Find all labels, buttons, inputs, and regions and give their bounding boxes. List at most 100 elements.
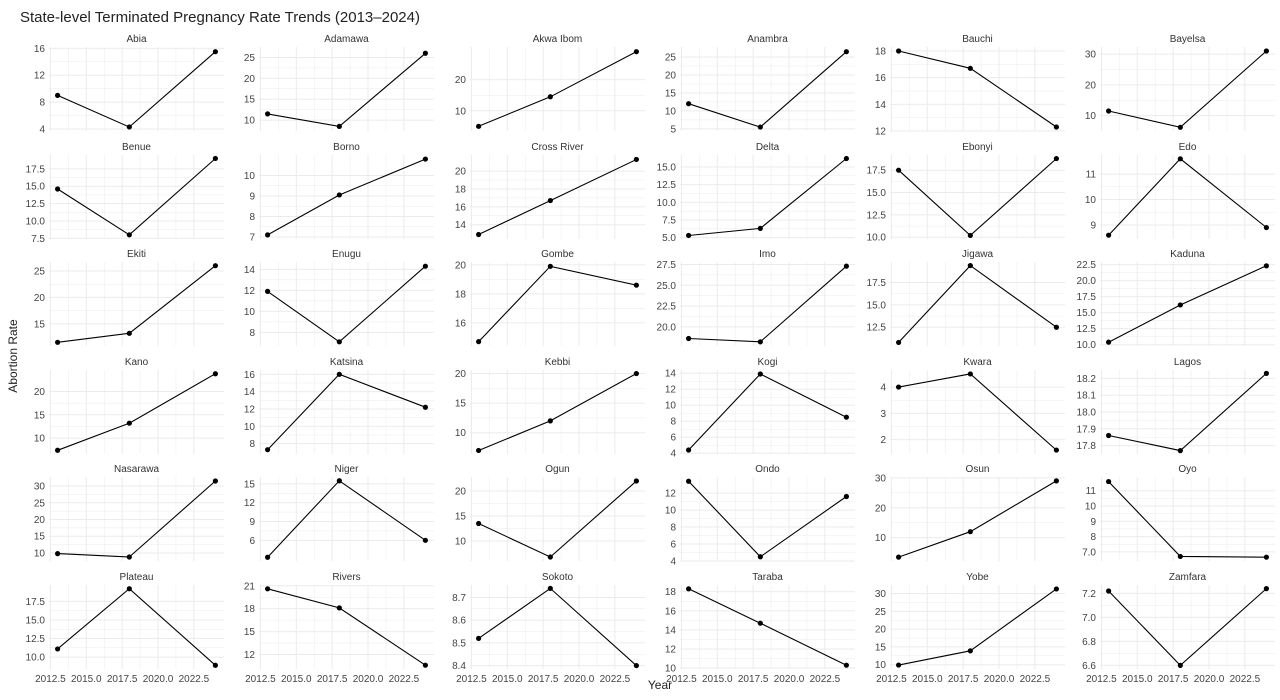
panel-kebbi-y-tick-label: 10 xyxy=(455,428,467,439)
panel-zamfara-y-tick-label: 6.6 xyxy=(1082,661,1096,672)
panel-cross-river: Cross River 14 16 18 20 xyxy=(455,142,645,239)
panel-rivers-x-tick-label: 2017.5 xyxy=(317,674,348,685)
panel-sokoto: Sokoto 8.4 8.5 8.6 8.7 2012.5 2015.0 2017.5 2020… xyxy=(452,572,645,685)
panel-oyo-y-tick-label: 8 xyxy=(1090,532,1096,543)
x-axis-label: Year xyxy=(648,678,672,692)
panel-ekiti-y-tick-label: 20 xyxy=(34,293,46,304)
panel-yobe-x-tick-label: 2015.0 xyxy=(912,674,943,685)
panel-kaduna: Kaduna 10.0 12.5 15.0 17.5 20.0 22.5 xyxy=(1077,249,1275,351)
panel-yobe-y-tick-label: 15 xyxy=(875,642,887,653)
panel-ebonyi-y-tick-label: 10.0 xyxy=(867,233,887,244)
panel-edo-y-tick-label: 10 xyxy=(1085,195,1097,206)
panel-bauchi-y-tick-label: 16 xyxy=(875,73,887,84)
panel-bauchi-y-tick-label: 14 xyxy=(875,100,887,111)
panel-jigawa: Jigawa 12.5 15.0 17.5 xyxy=(867,249,1065,346)
panel-kogi-label: Kogi xyxy=(757,357,777,368)
panel-adamawa-point xyxy=(265,111,271,117)
panel-ogun-y-tick-label: 20 xyxy=(455,487,467,498)
panel-bayelsa-point xyxy=(1177,124,1183,130)
panel-zamfara-point xyxy=(1263,586,1269,592)
panel-yobe: Yobe 10 15 20 25 30 2012.5 2015.0 2017.5 2020.0 20… xyxy=(875,572,1065,685)
panel-edo-point xyxy=(1106,232,1112,238)
panel-rivers-x-tick-label: 2015.0 xyxy=(281,674,312,685)
panel-borno-y-tick-label: 10 xyxy=(244,171,256,182)
panel-sokoto-y-tick-label: 8.5 xyxy=(452,638,466,649)
panel-nasarawa-y-tick-label: 10 xyxy=(34,548,46,559)
panel-kogi-point xyxy=(686,447,692,453)
panel-taraba-point xyxy=(686,586,692,592)
panel-zamfara-x-tick-label: 2020.0 xyxy=(1194,674,1225,685)
panel-oyo-y-tick-label: 11 xyxy=(1086,486,1097,497)
panel-rivers-x-tick-label: 2022.5 xyxy=(389,674,420,685)
panel-ebonyi-point xyxy=(967,232,973,239)
panel-kano-point xyxy=(212,371,218,377)
panel-adamawa: Adamawa 10 15 20 25 xyxy=(244,34,434,131)
panel-rivers-x-tick-label: 2020.0 xyxy=(353,674,384,685)
panel-adamawa-point xyxy=(336,123,342,130)
panel-osun-label: Osun xyxy=(966,464,990,475)
panel-taraba-x-tick-label: 2012.5 xyxy=(666,674,697,685)
panel-ebonyi-point xyxy=(1053,155,1059,162)
panel-borno-y-tick-label: 7 xyxy=(249,232,255,243)
panel-niger-y-tick-label: 15 xyxy=(244,479,256,490)
panel-plateau-point xyxy=(55,646,61,652)
panel-nasarawa-point xyxy=(126,554,132,560)
panel-adamawa-y-tick-label: 20 xyxy=(244,74,256,85)
panel-nasarawa-label: Nasarawa xyxy=(114,464,159,475)
panel-akwa-ibom-point xyxy=(633,49,639,55)
panel-ondo-point xyxy=(843,493,849,500)
panel-sokoto-point xyxy=(547,585,553,592)
panel-adamawa-y-tick-label: 25 xyxy=(244,53,256,64)
panel-katsina-y-tick-label: 8 xyxy=(249,439,255,450)
panel-ekiti: Ekiti 15 20 25 xyxy=(34,249,224,346)
panel-ekiti-point xyxy=(126,330,132,336)
panel-edo-label: Edo xyxy=(1179,142,1197,153)
panel-kogi-point xyxy=(843,414,849,420)
panel-akwa-ibom-y-tick-label: 20 xyxy=(455,75,467,86)
panel-kebbi-y-tick-label: 20 xyxy=(455,369,467,380)
panel-adamawa-point xyxy=(422,50,428,56)
panel-abia-point xyxy=(212,49,218,55)
panel-nasarawa-point xyxy=(55,551,61,557)
panel-delta-y-tick-label: 12.5 xyxy=(657,180,677,191)
panel-plateau-x-tick-label: 2015.0 xyxy=(71,674,102,685)
panel-benue-label: Benue xyxy=(122,142,151,153)
panel-rivers-point xyxy=(422,662,428,668)
panel-taraba-y-tick-label: 16 xyxy=(665,606,677,617)
panel-plateau: Plateau 10.0 12.5 15.0 17.5 2012.5 2015.0 2017.… xyxy=(26,572,224,685)
panel-lagos-point xyxy=(1263,370,1269,376)
panel-kwara-y-tick-label: 4 xyxy=(880,383,886,394)
panel-delta-y-tick-label: 7.5 xyxy=(662,215,676,226)
panel-rivers-point xyxy=(336,605,342,611)
panel-niger-point xyxy=(265,554,271,560)
panel-kaduna-point xyxy=(1263,263,1269,269)
panel-nasarawa-y-tick-label: 25 xyxy=(34,498,46,509)
panel-imo-y-tick-label: 25.0 xyxy=(657,281,677,292)
panel-abia-y-tick-label: 16 xyxy=(34,44,46,55)
panel-imo-point xyxy=(757,339,763,345)
panel-osun-y-tick-label: 30 xyxy=(875,473,887,484)
panel-ogun-point xyxy=(547,554,553,560)
panel-gombe-y-tick-label: 16 xyxy=(455,318,467,329)
panel-borno-point xyxy=(336,192,342,198)
panel-kano-y-tick-label: 15 xyxy=(34,410,46,421)
panel-borno-point xyxy=(265,232,271,238)
panel-katsina-y-tick-label: 12 xyxy=(244,404,256,415)
panel-taraba-y-tick-label: 12 xyxy=(665,644,677,655)
panel-kaduna-y-tick-label: 12.5 xyxy=(1077,324,1097,335)
panel-plateau-y-tick-label: 15.0 xyxy=(26,615,46,626)
panel-edo-y-tick-label: 11 xyxy=(1086,170,1097,181)
panel-plateau-label: Plateau xyxy=(120,572,154,583)
panel-ekiti-y-tick-label: 25 xyxy=(34,266,46,277)
panel-adamawa-y-tick-label: 15 xyxy=(244,95,256,106)
panel-zamfara-label: Zamfara xyxy=(1169,572,1207,583)
panel-osun-point xyxy=(896,554,902,560)
panel-katsina-point xyxy=(422,404,428,410)
panel-kwara-y-tick-label: 3 xyxy=(880,409,886,420)
panel-akwa-ibom-y-tick-label: 10 xyxy=(455,106,467,117)
y-axis-label: Abortion Rate xyxy=(6,319,20,393)
panel-plateau-x-tick-label: 2022.5 xyxy=(179,674,210,685)
panel-gombe-y-tick-label: 20 xyxy=(455,260,467,271)
panel-kwara-point xyxy=(896,384,902,390)
